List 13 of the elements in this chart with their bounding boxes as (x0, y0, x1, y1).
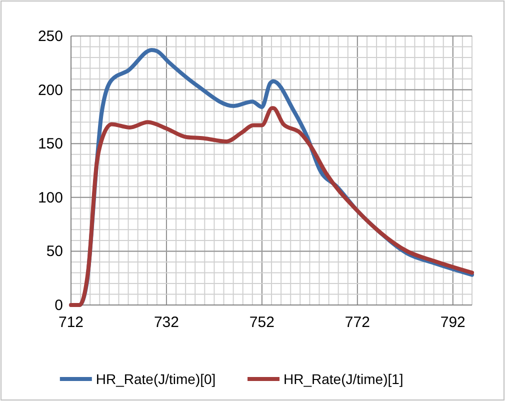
y-tick-label: 150 (38, 136, 63, 153)
x-tick-label: 712 (58, 314, 84, 331)
x-tick-label: 752 (249, 314, 274, 331)
y-tick-label: 0 (54, 297, 63, 314)
x-tick-label: 732 (154, 314, 179, 331)
y-tick-label: 200 (38, 82, 63, 99)
y-tick-label: 250 (38, 28, 63, 45)
x-tick-label: 772 (344, 314, 370, 331)
x-tick-label: 792 (440, 314, 466, 331)
y-tick-label: 100 (38, 189, 63, 206)
y-tick-label: 50 (46, 243, 63, 260)
legend-label: HR_Rate(J/time)[1] (284, 371, 404, 387)
legend-label: HR_Rate(J/time)[0] (96, 371, 216, 387)
